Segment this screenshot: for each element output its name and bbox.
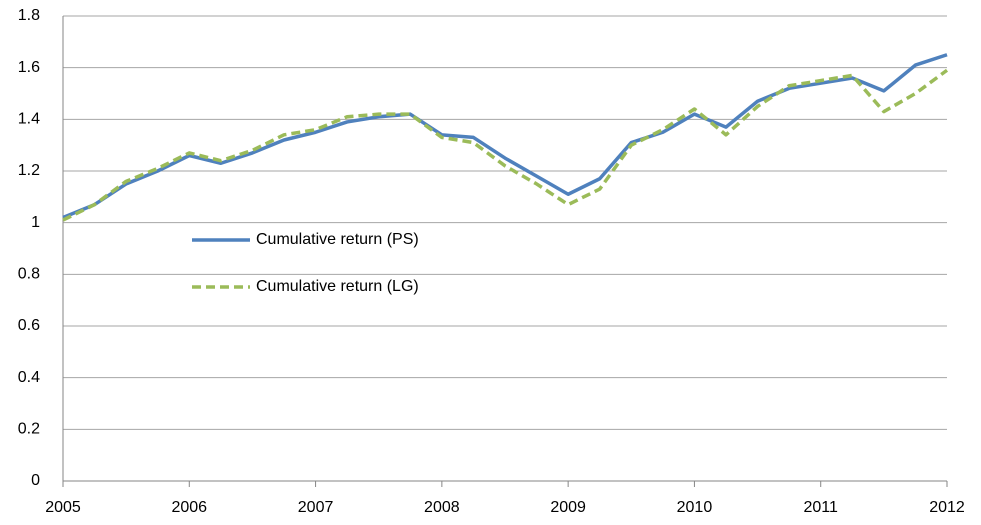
y-tick-label: 0.8 — [18, 266, 40, 283]
y-tick-label: 1.8 — [18, 7, 40, 24]
y-tick-label: 0.4 — [18, 369, 40, 386]
x-tick-label: 2009 — [550, 499, 586, 516]
y-tick-label: 0.6 — [18, 317, 40, 334]
y-tick-label: 1 — [31, 214, 40, 231]
series-line — [62, 53, 948, 220]
x-tick-label: 2012 — [929, 499, 965, 516]
y-tick-label: 1.6 — [18, 59, 40, 76]
x-tick-label: 2008 — [424, 499, 460, 516]
legend-label: Cumulative return (PS) — [256, 231, 419, 248]
y-tick-label: 1.4 — [18, 111, 40, 128]
y-tick-label: 0 — [31, 472, 40, 489]
y-tick-label: 1.2 — [18, 162, 40, 179]
x-tick-label: 2010 — [677, 499, 713, 516]
series-line — [62, 68, 949, 222]
x-tick-label: 2007 — [298, 499, 334, 516]
x-tick-label: 2006 — [171, 499, 207, 516]
legend-label: Cumulative return (LG) — [256, 278, 419, 295]
x-tick-label: 2011 — [804, 499, 839, 516]
y-tick-label: 0.2 — [18, 421, 40, 438]
x-tick-label: 2005 — [45, 499, 81, 516]
